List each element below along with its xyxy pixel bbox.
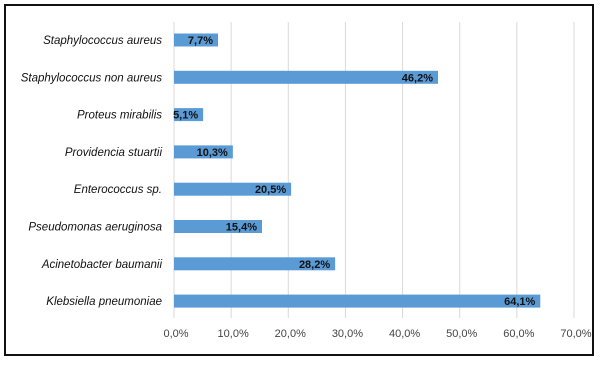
x-axis-tick-labels: 0,0% 10,0% 20,0% 30,0% 40,0% 50,0% 60,0% 70,0% <box>163 328 591 340</box>
x-tick-label: 20,0% <box>275 328 306 340</box>
bar <box>174 182 292 196</box>
x-tick-label: 40,0% <box>389 328 420 340</box>
bar <box>174 220 262 233</box>
data-label: 7,7% <box>188 35 213 47</box>
bar <box>174 257 336 271</box>
x-tick-label: 60,0% <box>503 328 534 340</box>
data-label: 20,5% <box>255 184 286 196</box>
x-tick-label: 50,0% <box>446 328 477 340</box>
x-tick-label: 10,0% <box>218 328 249 340</box>
category-label: Proteus mirabilis <box>77 110 162 122</box>
x-tick-label: 70,0% <box>560 328 591 340</box>
bars <box>174 33 541 308</box>
bar <box>174 33 218 47</box>
category-labels: Staphylococcus aureus Staphylococcus non … <box>21 35 163 308</box>
data-label: 5,1% <box>173 110 198 122</box>
category-label: Klebsiella pneumoniae <box>46 296 162 308</box>
category-label: Pseudomonas aeruginosa <box>28 222 162 234</box>
bar <box>174 294 541 308</box>
category-label: Staphylococcus aureus <box>43 35 162 47</box>
category-label: Providencia stuartii <box>65 147 163 159</box>
grid-lines <box>173 22 575 318</box>
data-label: 10,3% <box>197 147 228 159</box>
category-label: Acinetobacter baumanii <box>41 259 163 271</box>
data-label: 15,4% <box>226 222 257 234</box>
category-label: Enterococcus sp. <box>74 184 162 196</box>
bar <box>174 145 233 159</box>
x-tick-label: 0,0% <box>163 328 188 340</box>
bar <box>174 70 438 84</box>
x-tick-label: 30,0% <box>332 328 363 340</box>
data-labels: 7,7% 46,2% 5,1% 10,3% 20,5% 15,4% 28,2% 64,1% <box>173 35 535 308</box>
category-label: Staphylococcus non aureus <box>21 72 163 84</box>
bar <box>174 108 204 122</box>
data-label: 46,2% <box>402 72 433 84</box>
data-label: 64,1% <box>504 296 535 308</box>
data-label: 28,2% <box>299 259 330 271</box>
